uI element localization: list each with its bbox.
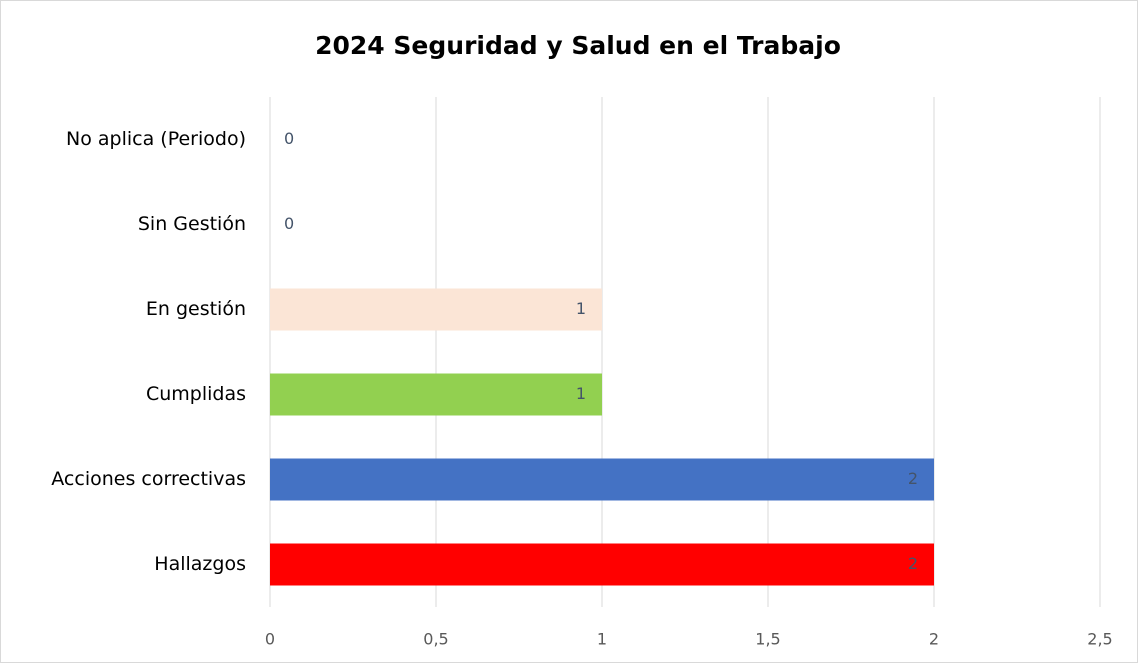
data-label: 1 [576, 384, 586, 403]
bar [270, 543, 934, 586]
bar [270, 288, 602, 331]
y-tick-label: Hallazgos [154, 553, 246, 575]
x-tick-label: 1,5 [755, 630, 780, 649]
x-tick-label: 1 [597, 630, 607, 649]
y-tick-label: Acciones correctivas [51, 468, 246, 490]
x-tick-label: 0,5 [423, 630, 448, 649]
data-label: 2 [908, 554, 918, 573]
x-tick-label: 0 [265, 630, 275, 649]
x-tick-label: 2,5 [1087, 630, 1112, 649]
x-tick-label: 2 [929, 630, 939, 649]
chart-title: 2024 Seguridad y Salud en el Trabajo [315, 31, 841, 60]
bar [270, 458, 934, 501]
y-tick-label: Cumplidas [146, 383, 246, 405]
data-label: 0 [284, 129, 294, 148]
data-label: 1 [576, 299, 586, 318]
y-tick-label: Sin Gestión [138, 213, 246, 235]
data-label: 0 [284, 214, 294, 233]
bar [270, 373, 602, 416]
y-tick-label: En gestión [146, 298, 246, 320]
y-tick-label: No aplica (Periodo) [66, 128, 246, 150]
data-label: 2 [908, 469, 918, 488]
